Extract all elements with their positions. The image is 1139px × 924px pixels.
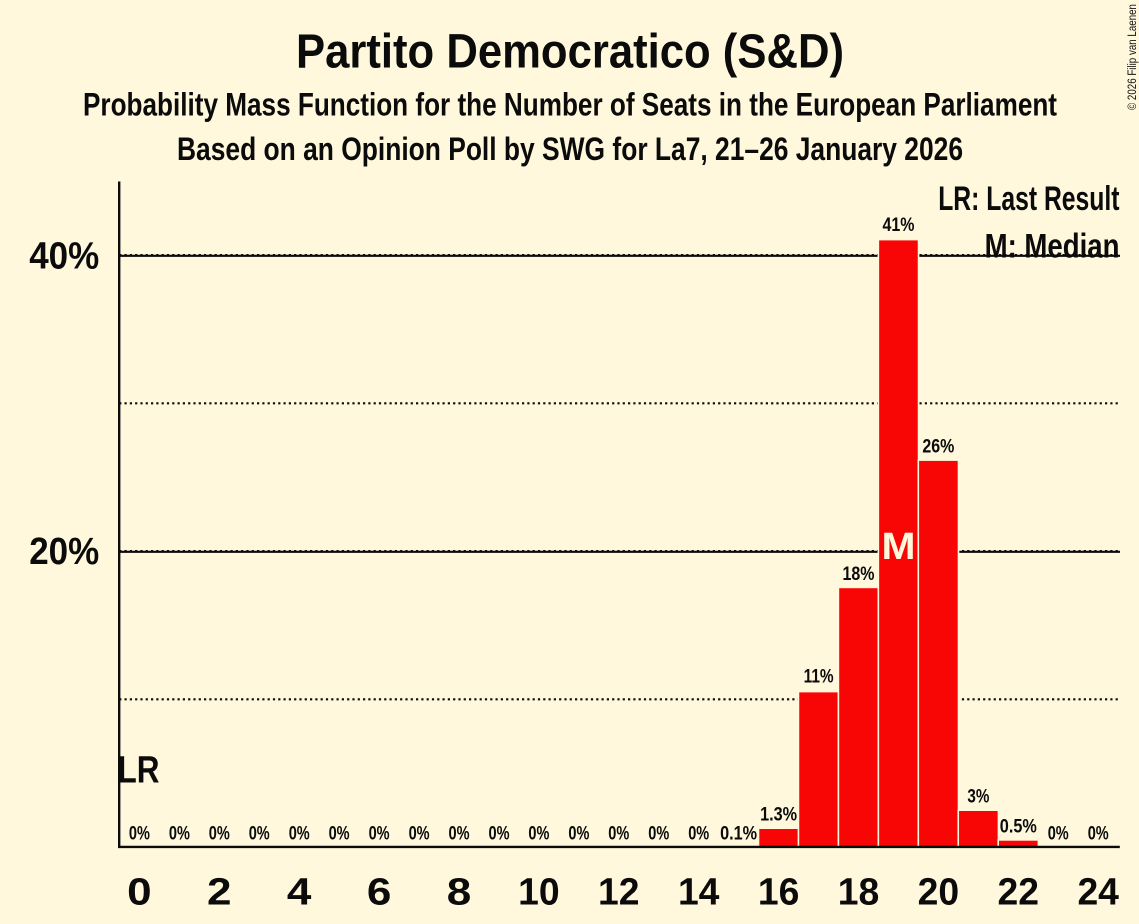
svg-text:0%: 0% [528,824,549,845]
svg-text:11%: 11% [804,666,834,687]
svg-text:0%: 0% [449,824,470,845]
svg-text:10: 10 [518,872,560,914]
svg-text:26%: 26% [922,437,954,458]
svg-text:Based on an Opinion Poll by SW: Based on an Opinion Poll by SWG for La7,… [177,131,963,167]
svg-text:3%: 3% [967,787,989,808]
svg-text:18: 18 [838,872,880,914]
svg-text:M: M [882,526,916,568]
svg-text:LR: LR [118,749,160,791]
svg-text:6: 6 [367,872,392,914]
svg-text:16: 16 [758,872,800,914]
svg-text:20%: 20% [29,531,99,573]
svg-text:0%: 0% [1088,824,1109,845]
svg-text:0%: 0% [249,824,270,845]
svg-text:20: 20 [918,872,960,914]
svg-text:0%: 0% [329,824,350,845]
svg-text:Probability Mass Function for: Probability Mass Function for the Number… [83,87,1057,123]
svg-text:22: 22 [998,872,1040,914]
svg-text:0%: 0% [1048,824,1069,845]
svg-text:0%: 0% [369,824,390,845]
svg-text:0%: 0% [648,824,669,845]
svg-text:M: Median: M: Median [985,227,1120,265]
svg-text:0%: 0% [489,824,510,845]
svg-text:18%: 18% [843,564,875,585]
svg-text:14: 14 [678,872,720,914]
svg-text:24: 24 [1077,872,1119,914]
svg-text:41%: 41% [883,215,915,236]
svg-text:0.1%: 0.1% [720,824,757,845]
svg-text:12: 12 [598,872,640,914]
svg-text:0%: 0% [608,824,629,845]
svg-text:0%: 0% [568,824,589,845]
svg-text:0%: 0% [289,824,310,845]
svg-text:4: 4 [287,872,312,914]
svg-text:Partito Democratico (S&D): Partito Democratico (S&D) [296,26,844,79]
svg-text:0%: 0% [129,824,150,845]
svg-text:0.5%: 0.5% [1000,816,1037,837]
svg-text:0%: 0% [409,824,430,845]
svg-text:40%: 40% [29,235,99,277]
svg-text:0%: 0% [688,824,709,845]
svg-text:© 2026 Filip van Laenen: © 2026 Filip van Laenen [1125,4,1139,110]
svg-text:1.3%: 1.3% [760,805,797,826]
svg-text:0%: 0% [209,824,230,845]
svg-text:0%: 0% [169,824,190,845]
svg-text:LR: Last Result: LR: Last Result [938,180,1120,218]
svg-text:0: 0 [127,872,152,914]
svg-text:8: 8 [447,872,472,914]
svg-text:2: 2 [207,872,232,914]
